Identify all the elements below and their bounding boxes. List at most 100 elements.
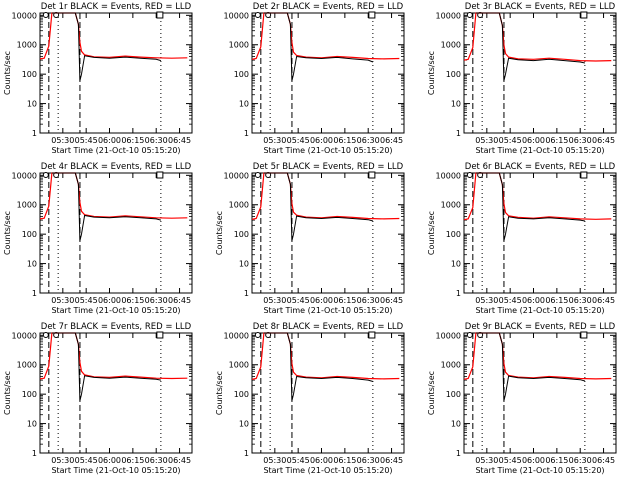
x-tick-label: 06:15 xyxy=(333,136,356,145)
y-tick-label: 10000 xyxy=(12,171,37,180)
top-marker-square xyxy=(580,171,588,179)
y-tick-label: 1 xyxy=(32,129,37,138)
x-tick-label: 06:45 xyxy=(168,296,191,305)
top-marker-circle xyxy=(466,172,473,178)
x-tick-label: 06:45 xyxy=(592,296,615,305)
panel-title: Det 8r BLACK = Events, RED = LLD xyxy=(253,322,404,332)
top-marker-square xyxy=(368,171,376,179)
series-red-lld xyxy=(251,172,400,220)
x-tick-label: 06:15 xyxy=(545,456,568,465)
x-tick-label: 06:45 xyxy=(592,136,615,145)
x-tick-label: 05:45 xyxy=(287,296,310,305)
y-tick-label: 1 xyxy=(244,449,249,458)
series-red-lld xyxy=(463,12,612,62)
series-black-events xyxy=(51,332,161,401)
x-tick-label: 05:45 xyxy=(75,456,98,465)
y-tick-label: 100 xyxy=(234,390,249,399)
x-tick-label: 06:45 xyxy=(380,296,403,305)
panel-det-2: 1 10 100 1000 10000 05:30 05:45 06:00 06:15 06:30… xyxy=(224,2,405,155)
x-tick-label: 06:30 xyxy=(569,296,592,305)
panel-title: Det 1r BLACK = Events, RED = LLD xyxy=(41,2,192,12)
y-tick-label: 1000 xyxy=(17,41,37,50)
x-tick-label: 06:15 xyxy=(545,296,568,305)
x-tick-label: 05:30 xyxy=(475,456,498,465)
panel-title: Det 5r BLACK = Events, RED = LLD xyxy=(253,162,404,172)
top-marker-circle xyxy=(254,12,261,18)
x-tick-label: 05:45 xyxy=(499,136,522,145)
series-black-events xyxy=(263,12,374,81)
y-tick-label: 1 xyxy=(244,289,249,298)
x-tick-label: 05:30 xyxy=(263,456,286,465)
x-tick-label: 06:45 xyxy=(380,456,403,465)
y-tick-label: 10000 xyxy=(224,11,249,20)
y-tick-label: 10000 xyxy=(12,11,37,20)
x-tick-label: 06:30 xyxy=(145,136,168,145)
series-red-lld xyxy=(39,332,188,380)
y-tick-label: 10 xyxy=(451,260,461,269)
x-axis-label: Start Time (21-Oct-10 05:15:20) xyxy=(475,146,604,155)
y-tick-label: 10000 xyxy=(224,171,249,180)
y-tick-label: 1000 xyxy=(441,41,461,50)
x-tick-label: 05:30 xyxy=(475,136,498,145)
y-tick-label: 100 xyxy=(234,230,249,239)
y-tick-label: 1000 xyxy=(17,361,37,370)
y-tick-label: 10 xyxy=(239,100,249,109)
y-tick-label: 10000 xyxy=(224,331,249,340)
x-axis-label: Start Time (21-Oct-10 05:15:20) xyxy=(51,146,180,155)
series-black-events xyxy=(263,332,374,401)
x-tick-label: 05:30 xyxy=(475,296,498,305)
y-axis-label: Counts/sec xyxy=(3,51,12,95)
x-tick-label: 06:30 xyxy=(569,136,592,145)
y-axis-label: Counts/sec xyxy=(427,371,436,415)
y-tick-label: 10 xyxy=(27,260,37,269)
x-tick-label: 06:00 xyxy=(98,456,121,465)
x-tick-label: 06:45 xyxy=(168,136,191,145)
series-black-events xyxy=(475,12,586,81)
panel-det-3: 1 10 100 1000 10000 05:30 05:45 06:00 06:15 06:30… xyxy=(427,2,617,155)
series-red-lld xyxy=(39,172,188,220)
plot-frame xyxy=(251,332,405,454)
series-red-lld xyxy=(463,172,612,221)
y-tick-label: 10 xyxy=(451,100,461,109)
x-tick-label: 05:45 xyxy=(499,296,522,305)
top-marker-square xyxy=(580,11,588,19)
y-axis-label: Counts/sec xyxy=(427,51,436,95)
y-tick-label: 1 xyxy=(244,129,249,138)
x-tick-label: 06:00 xyxy=(522,456,545,465)
series-black-events xyxy=(263,172,374,241)
plot-frame xyxy=(463,172,617,294)
x-tick-label: 06:00 xyxy=(98,296,121,305)
y-axis-label: Counts/sec xyxy=(427,211,436,255)
x-tick-label: 06:00 xyxy=(522,136,545,145)
y-tick-label: 10000 xyxy=(436,171,461,180)
plot-frame xyxy=(463,332,617,454)
plot-frame xyxy=(39,172,193,294)
x-axis-label: Start Time (21-Oct-10 05:15:20) xyxy=(263,466,392,475)
y-axis-label: Counts/sec xyxy=(215,371,224,415)
x-tick-label: 06:30 xyxy=(145,456,168,465)
x-axis-label: Start Time (21-Oct-10 05:15:20) xyxy=(263,306,392,315)
panel-title: Det 6r BLACK = Events, RED = LLD xyxy=(465,162,616,172)
top-marker-circle xyxy=(254,332,261,338)
top-marker-square xyxy=(580,331,588,339)
series-black-events xyxy=(51,12,162,81)
x-tick-label: 06:45 xyxy=(168,456,191,465)
y-axis-label: Counts/sec xyxy=(3,371,12,415)
y-tick-label: 1000 xyxy=(229,41,249,50)
top-marker-circle xyxy=(466,12,473,18)
series-red-lld xyxy=(251,332,400,380)
y-tick-label: 1 xyxy=(456,449,461,458)
y-tick-label: 1000 xyxy=(17,201,37,210)
y-tick-label: 1000 xyxy=(229,201,249,210)
x-tick-label: 06:30 xyxy=(145,296,168,305)
y-tick-label: 100 xyxy=(22,70,37,79)
y-tick-label: 1000 xyxy=(441,201,461,210)
panel-title: Det 3r BLACK = Events, RED = LLD xyxy=(465,2,616,12)
series-black-events xyxy=(475,172,585,241)
panel-det-8: 1 10 100 1000 10000 05:30 05:45 06:00 06:15 06:30… xyxy=(215,322,405,475)
x-tick-label: 06:45 xyxy=(380,136,403,145)
y-tick-label: 1 xyxy=(32,289,37,298)
x-tick-label: 05:45 xyxy=(75,296,98,305)
x-tick-label: 05:30 xyxy=(51,456,74,465)
